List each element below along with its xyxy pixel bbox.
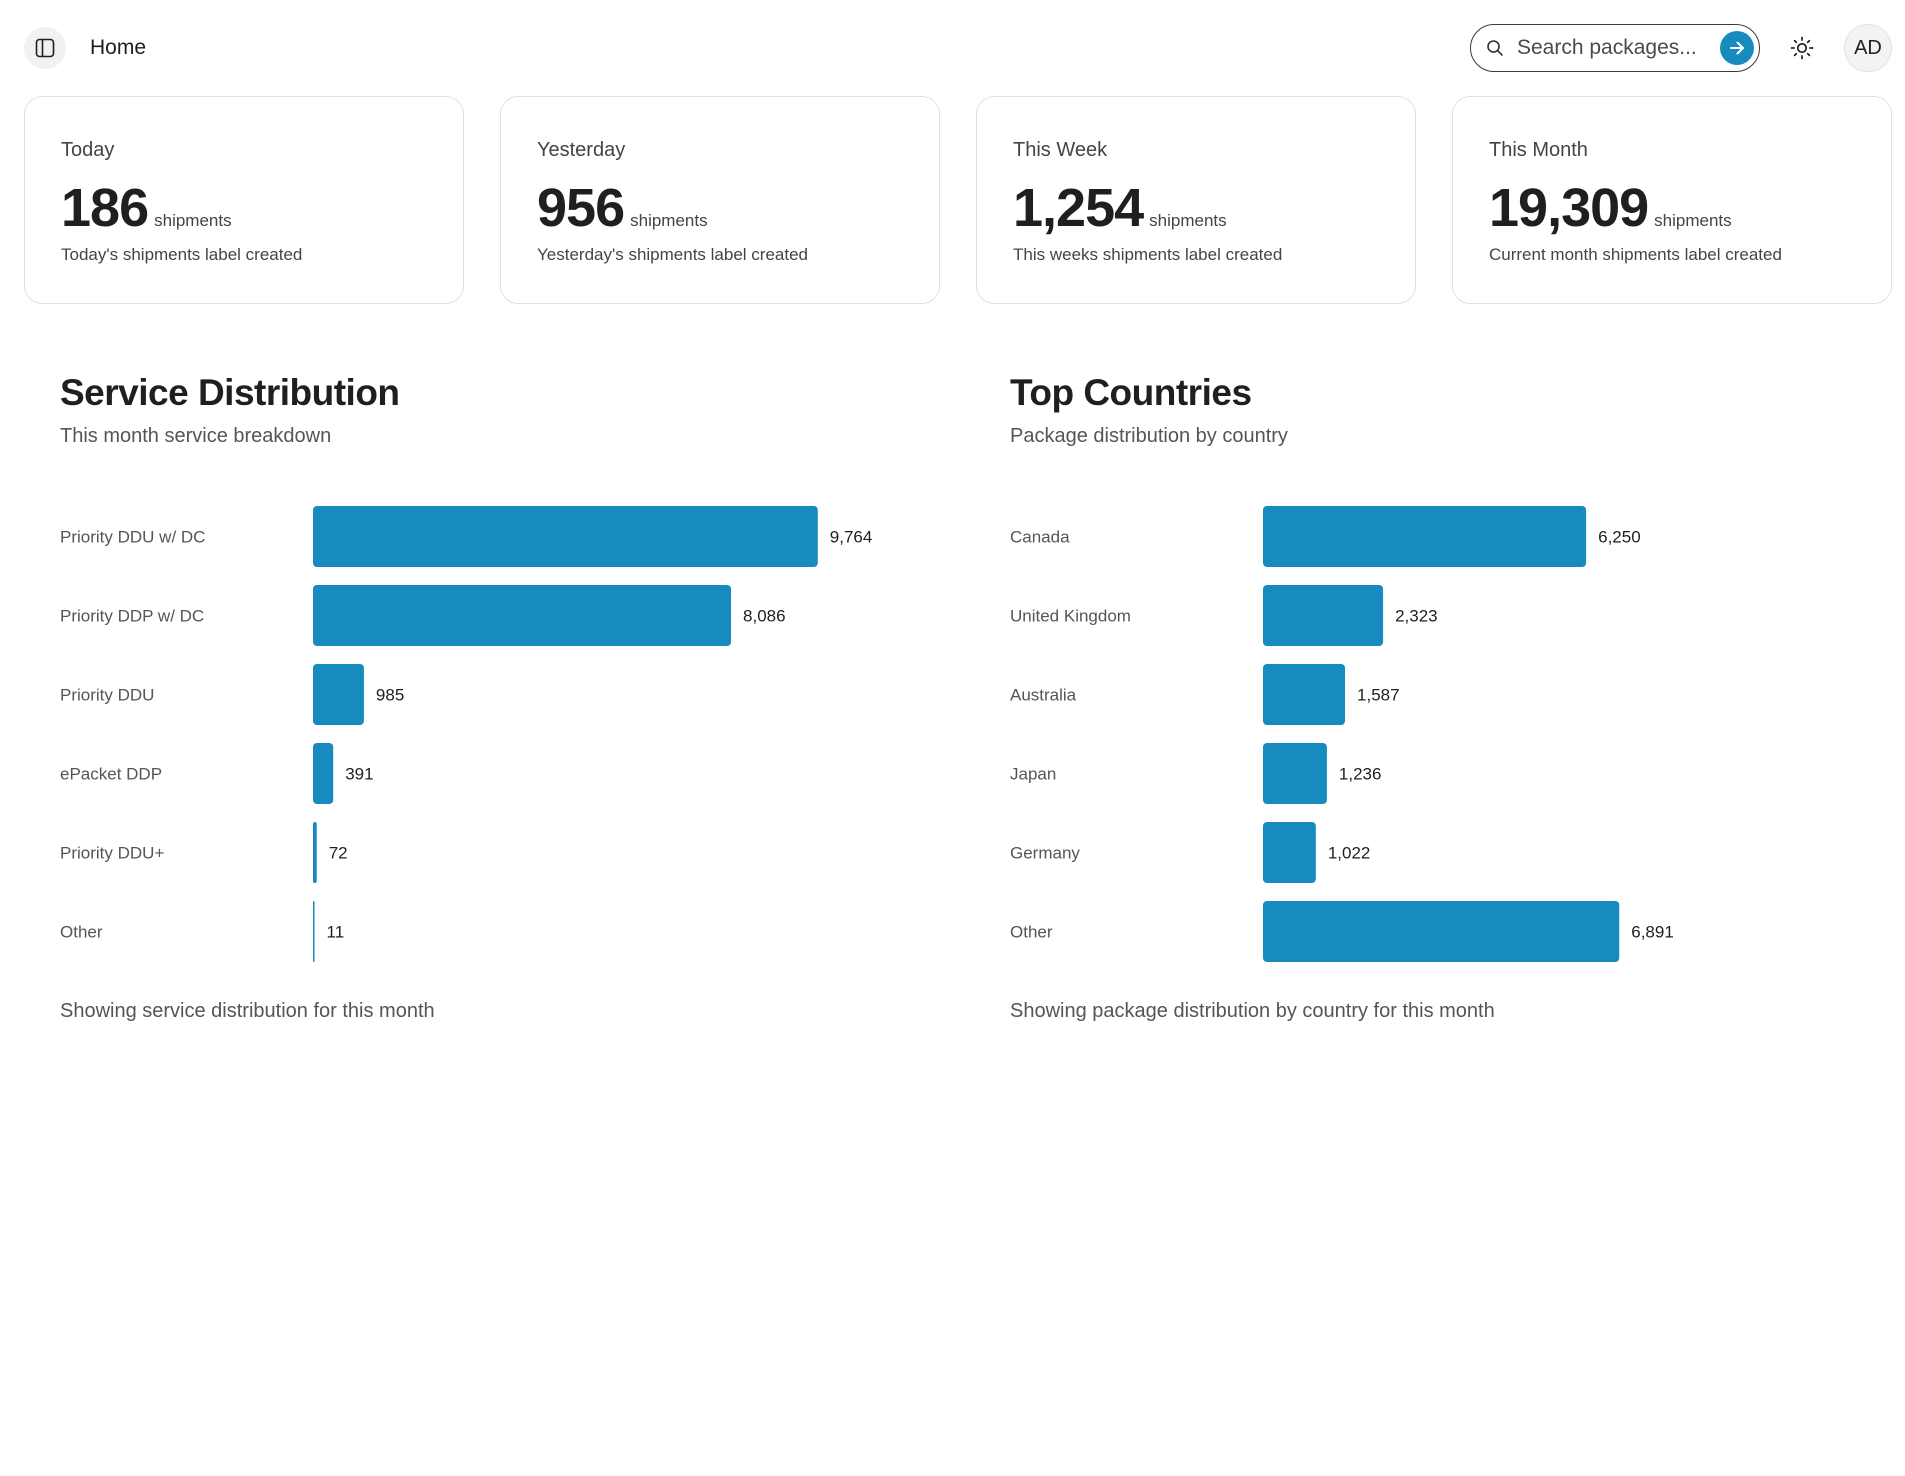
bar[interactable] [1263, 743, 1327, 804]
value-label: 1,236 [1339, 765, 1382, 784]
panel-subtitle: This month service breakdown [60, 425, 332, 447]
search-input[interactable] [1517, 35, 1697, 61]
breadcrumb-home[interactable]: Home [90, 36, 147, 59]
value-label: 6,250 [1598, 528, 1641, 547]
value-label: 1,022 [1328, 844, 1371, 863]
stat-value-row: 1,254 shipments [1013, 177, 1227, 239]
value-label: 8,086 [743, 607, 786, 626]
theme-toggle-button[interactable] [1784, 30, 1820, 66]
stat-value-row: 19,309 shipments [1489, 177, 1732, 239]
user-avatar[interactable]: AD [1844, 24, 1892, 72]
search-submit-button[interactable] [1720, 31, 1754, 65]
stat-cards: Today 186 shipments Today's shipments la… [24, 96, 1892, 304]
category-label: Germany [1010, 844, 1080, 863]
stat-label: This Week [1013, 139, 1108, 161]
stat-value: 19,309 [1489, 178, 1649, 238]
bar[interactable] [1263, 822, 1316, 883]
category-label: Priority DDP w/ DC [60, 607, 204, 626]
bar[interactable] [1263, 585, 1384, 646]
value-label: 72 [329, 844, 348, 863]
category-label: Other [60, 923, 103, 942]
stat-label: This Month [1489, 139, 1588, 161]
value-label: 2,323 [1395, 607, 1438, 626]
stat-description: This weeks shipments label created [1013, 245, 1283, 264]
arrow-right-icon [1730, 41, 1744, 55]
sidebar-toggle-button[interactable] [24, 27, 66, 69]
stat-description: Today's shipments label created [61, 245, 303, 264]
category-label: United Kingdom [1010, 607, 1131, 626]
stat-value-row: 956 shipments [537, 177, 708, 239]
value-label: 1,587 [1357, 686, 1400, 705]
panel-title: Top Countries [1010, 372, 1252, 413]
stat-unit: shipments [154, 211, 232, 230]
search-bar[interactable] [1470, 24, 1760, 72]
service-distribution-chart: Priority DDU w/ DC 9,764 Priority DDP w/ D… [60, 506, 873, 962]
top-countries-panel: Top Countries Package distribution by co… [1010, 360, 1870, 1040]
category-label: Canada [1010, 528, 1070, 547]
bar[interactable] [313, 743, 334, 804]
panel-subtitle: Package distribution by country [1010, 425, 1288, 447]
stat-card-yesterday: Yesterday 956 shipments Yesterday's ship… [500, 96, 940, 304]
sidebar-icon [35, 38, 55, 58]
value-label: 11 [327, 923, 345, 942]
panel-title: Service Distribution [60, 372, 400, 413]
search-icon [1487, 40, 1503, 56]
stat-description: Yesterday's shipments label created [537, 245, 808, 264]
bar[interactable] [1263, 506, 1587, 567]
bar[interactable] [1263, 664, 1346, 725]
stat-card-this-month: This Month 19,309 shipments Current mont… [1452, 96, 1892, 304]
service-distribution-panel: Service Distribution This month service … [60, 360, 920, 1040]
stat-unit: shipments [630, 211, 708, 230]
bar[interactable] [313, 822, 317, 883]
stat-card-today: Today 186 shipments Today's shipments la… [24, 96, 464, 304]
category-label: Priority DDU [60, 686, 154, 705]
panel-footer: Showing package distribution by country … [1010, 1000, 1495, 1022]
value-label: 391 [345, 765, 373, 784]
top-countries-chart: Canada 6,250 United Kingdom 2,323 Australia 1… [1010, 506, 1674, 962]
category-label: Australia [1010, 686, 1077, 705]
value-label: 9,764 [830, 528, 873, 547]
bar[interactable] [313, 664, 364, 725]
stat-label: Today [61, 139, 115, 161]
stat-value: 1,254 [1013, 178, 1144, 238]
stat-description: Current month shipments label created [1489, 245, 1782, 264]
top-bar: Home AD [0, 0, 1905, 96]
stat-value: 956 [537, 178, 625, 238]
stat-unit: shipments [1149, 211, 1227, 230]
bar[interactable] [313, 585, 732, 646]
stat-unit: shipments [1654, 211, 1732, 230]
bar[interactable] [1263, 901, 1620, 962]
sun-icon [1790, 36, 1814, 60]
category-label: Other [1010, 923, 1053, 942]
stat-value: 186 [61, 178, 149, 238]
stat-label: Yesterday [537, 139, 626, 161]
category-label: ePacket DDP [60, 765, 162, 784]
stat-value-row: 186 shipments [61, 177, 232, 239]
stat-card-this-week: This Week 1,254 shipments This weeks shi… [976, 96, 1416, 304]
bar[interactable] [313, 901, 315, 962]
value-label: 985 [376, 686, 404, 705]
category-label: Priority DDU w/ DC [60, 528, 205, 547]
value-label: 6,891 [1631, 923, 1674, 942]
category-label: Priority DDU+ [60, 844, 164, 863]
category-label: Japan [1010, 765, 1056, 784]
panel-footer: Showing service distribution for this mo… [60, 1000, 435, 1022]
bar[interactable] [313, 506, 818, 567]
